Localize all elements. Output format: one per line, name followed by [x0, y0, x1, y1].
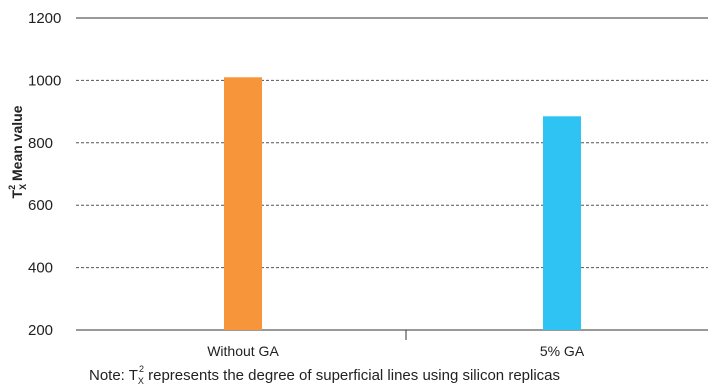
- y-axis-label-rest: Mean value: [9, 105, 25, 185]
- y-axis-label-superscript: 2: [7, 185, 17, 190]
- bar-5-ga: [543, 116, 581, 330]
- y-axis-label: TX2 Mean value: [7, 105, 28, 198]
- x-category-labels: Without GA 5% GA: [207, 343, 585, 359]
- chart-note: Note: TX 2 represents the degree of super…: [89, 364, 560, 386]
- y-tick-labels: 200 400 600 800 1000 1200: [28, 10, 61, 339]
- chart-note-rest: represents the degree of superficial lin…: [144, 367, 560, 384]
- y-axis-label-subscript: X: [18, 184, 28, 190]
- chart-note-superscript: 2: [139, 364, 144, 374]
- y-tick-label-600: 600: [28, 197, 53, 214]
- bars: [224, 77, 581, 330]
- y-tick-label-1000: 1000: [28, 72, 61, 89]
- x-category-label-5-ga: 5% GA: [540, 343, 585, 359]
- y-tick-label-200: 200: [28, 322, 53, 339]
- x-category-label-without-ga: Without GA: [207, 343, 279, 359]
- y-tick-label-400: 400: [28, 260, 53, 277]
- y-axis-label-base: T: [9, 189, 25, 198]
- gridlines: [76, 17, 708, 340]
- y-tick-label-800: 800: [28, 135, 53, 152]
- chart-note-prefix: Note: T: [89, 367, 138, 384]
- chart-note-subscript: X: [138, 376, 144, 386]
- y-tick-label-1200: 1200: [28, 10, 61, 27]
- bar-without-ga: [224, 77, 262, 330]
